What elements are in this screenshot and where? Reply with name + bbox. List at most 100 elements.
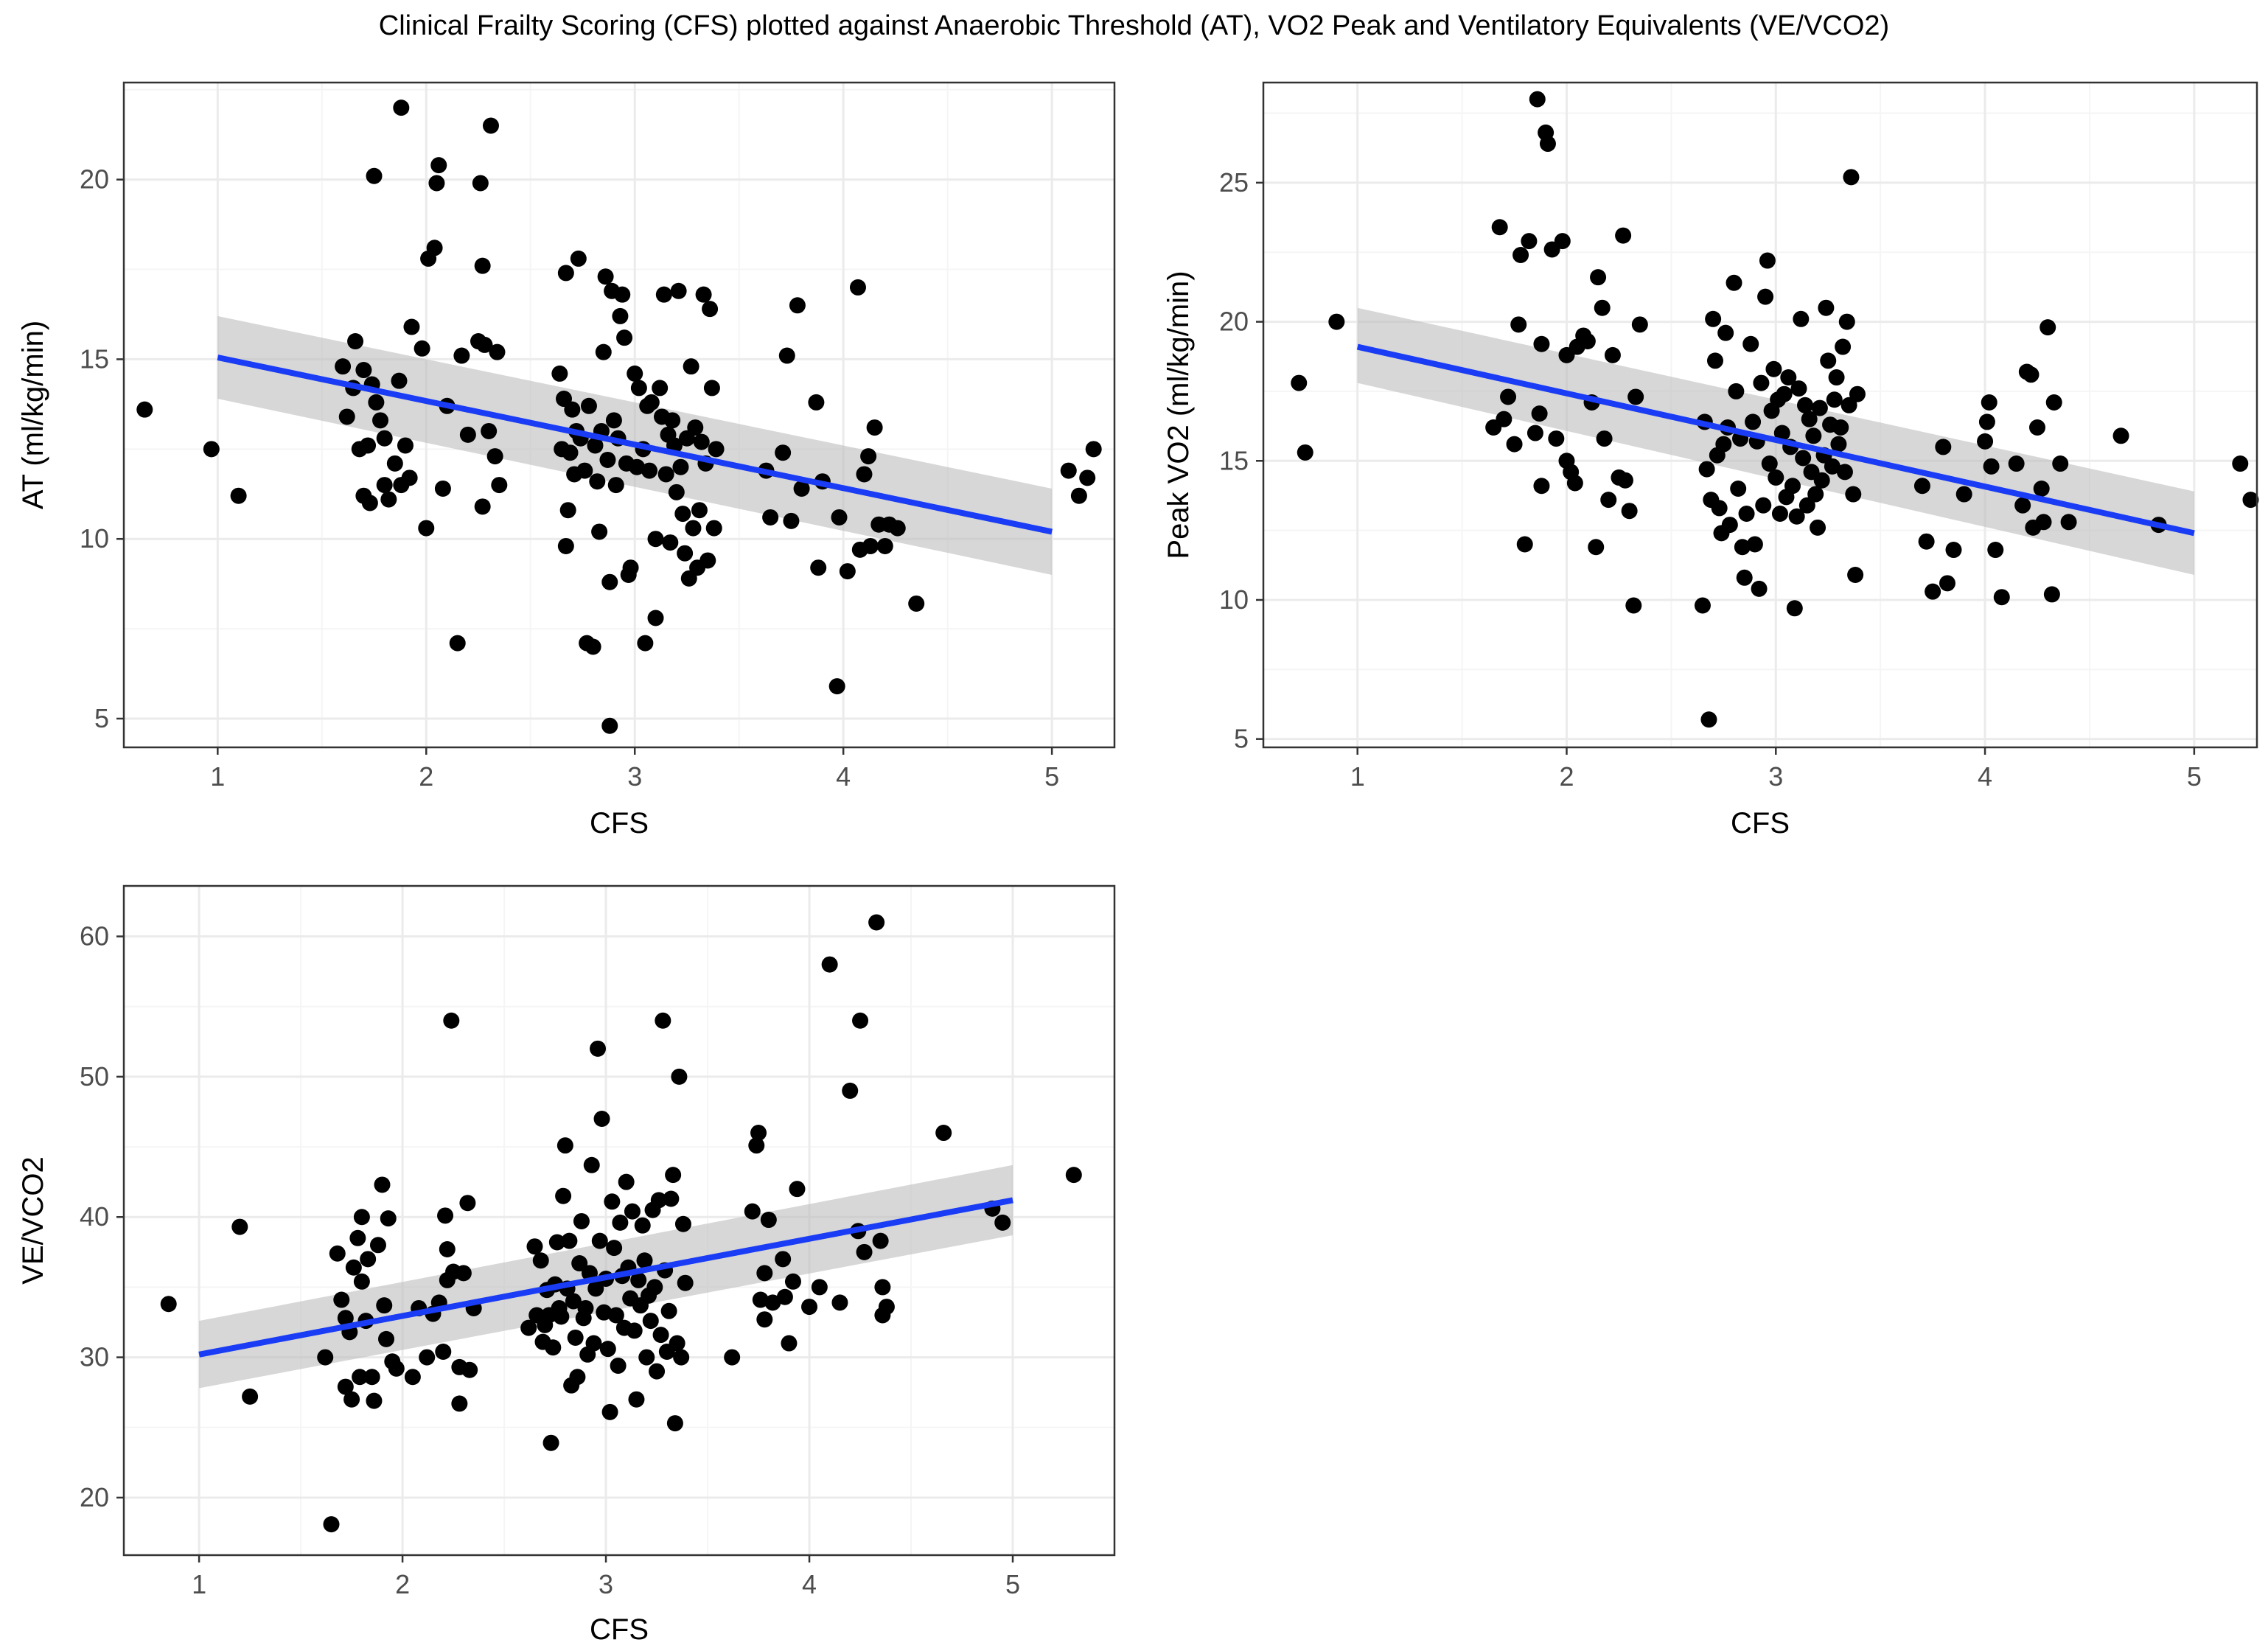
data-point bbox=[663, 1190, 680, 1207]
y-tick-label: 5 bbox=[1234, 724, 1249, 754]
data-point bbox=[474, 498, 491, 515]
data-point bbox=[491, 477, 508, 494]
data-point bbox=[1529, 91, 1546, 108]
data-point bbox=[599, 451, 616, 468]
data-point bbox=[1935, 439, 1952, 455]
data-point bbox=[601, 1403, 618, 1420]
data-point bbox=[908, 595, 925, 612]
data-point bbox=[1297, 444, 1313, 461]
data-point bbox=[2052, 455, 2069, 472]
x-tick-label: 1 bbox=[192, 1569, 206, 1599]
data-point bbox=[1768, 469, 1784, 486]
data-point bbox=[1291, 374, 1308, 391]
data-point bbox=[866, 419, 883, 436]
data-point bbox=[562, 444, 579, 461]
data-point bbox=[542, 1434, 559, 1451]
data-point bbox=[1566, 475, 1583, 492]
data-point bbox=[434, 480, 451, 497]
data-point bbox=[637, 635, 654, 652]
data-point bbox=[1753, 374, 1770, 391]
panel-border bbox=[122, 884, 1116, 1557]
data-point bbox=[801, 1299, 818, 1316]
y-tick-label: 20 bbox=[80, 1482, 109, 1512]
data-point bbox=[2045, 394, 2062, 411]
data-point bbox=[669, 1335, 685, 1352]
data-point bbox=[1801, 411, 1818, 427]
data-point bbox=[868, 914, 885, 931]
data-point bbox=[343, 1391, 360, 1408]
data-point bbox=[671, 1068, 688, 1085]
data-point bbox=[567, 1329, 584, 1346]
data-point bbox=[1805, 427, 1822, 444]
data-point bbox=[1533, 478, 1550, 495]
data-point bbox=[376, 430, 393, 447]
data-point bbox=[852, 1012, 869, 1029]
data-point bbox=[360, 1251, 377, 1268]
y-tick-label: 20 bbox=[80, 164, 109, 195]
data-point bbox=[1531, 405, 1548, 422]
data-point bbox=[1698, 461, 1715, 478]
data-point bbox=[630, 380, 647, 397]
data-point bbox=[724, 1349, 741, 1366]
data-point bbox=[557, 265, 574, 282]
data-point bbox=[1715, 436, 1732, 453]
y-tick-label: 10 bbox=[1219, 584, 1249, 615]
data-point bbox=[1795, 450, 1812, 467]
data-point bbox=[693, 433, 710, 450]
data-point bbox=[242, 1388, 259, 1405]
data-point bbox=[784, 1273, 801, 1290]
data-point bbox=[1840, 397, 1857, 413]
data-point bbox=[1506, 436, 1523, 453]
data-point bbox=[1700, 711, 1717, 728]
data-point bbox=[643, 394, 660, 411]
data-point bbox=[1738, 505, 1755, 522]
data-point bbox=[1832, 419, 1849, 436]
data-point bbox=[876, 537, 893, 554]
regression-line bbox=[1356, 343, 2195, 537]
data-point bbox=[705, 520, 722, 537]
data-point bbox=[828, 678, 845, 695]
data-point bbox=[1978, 413, 1995, 430]
data-point bbox=[386, 455, 403, 472]
data-point bbox=[1512, 246, 1529, 263]
data-point bbox=[366, 1392, 383, 1409]
data-point bbox=[561, 1232, 578, 1249]
data-point bbox=[1925, 583, 1941, 600]
data-point bbox=[1533, 335, 1550, 352]
y-axis-title: AT (ml/kg/min) bbox=[17, 321, 49, 509]
data-point bbox=[352, 1369, 369, 1386]
chart-panel-vo2: 1 2 3 4 5 5 10 15 20 25 CFS Peak VO2 (ml/kg/min) bbox=[1162, 81, 2259, 839]
data-point bbox=[2035, 514, 2052, 531]
data-point bbox=[778, 347, 795, 364]
data-point bbox=[652, 380, 669, 397]
data-point bbox=[1828, 369, 1845, 386]
data-point bbox=[1797, 397, 1814, 413]
y-tick-label: 40 bbox=[80, 1201, 109, 1232]
data-point bbox=[601, 573, 618, 590]
data-point bbox=[437, 1207, 454, 1224]
data-point bbox=[585, 1335, 602, 1352]
data-point bbox=[378, 1330, 395, 1347]
data-point bbox=[618, 1173, 635, 1190]
data-point bbox=[453, 347, 470, 364]
data-point bbox=[874, 1279, 891, 1296]
x-tick-label: 2 bbox=[395, 1569, 410, 1599]
data-point bbox=[1588, 539, 1605, 556]
chart-panel-at: 1 2 3 4 5 5 10 15 20 CFS AT (ml/kg/min) bbox=[17, 81, 1116, 839]
data-point bbox=[646, 1279, 663, 1296]
data-point bbox=[1734, 539, 1751, 556]
data-point bbox=[557, 537, 574, 554]
data-point bbox=[642, 1313, 659, 1330]
data-point bbox=[1987, 542, 2004, 559]
data-point bbox=[660, 1302, 677, 1319]
data-point bbox=[1818, 299, 1835, 316]
regression-line bbox=[198, 1197, 1013, 1358]
x-tick-label: 2 bbox=[1559, 761, 1574, 792]
data-point bbox=[1070, 487, 1087, 504]
data-point bbox=[1721, 517, 1738, 534]
data-point bbox=[556, 1137, 573, 1154]
data-point bbox=[2112, 427, 2129, 444]
data-point bbox=[1742, 335, 1759, 352]
data-point bbox=[545, 1339, 562, 1356]
data-point bbox=[649, 1363, 666, 1380]
